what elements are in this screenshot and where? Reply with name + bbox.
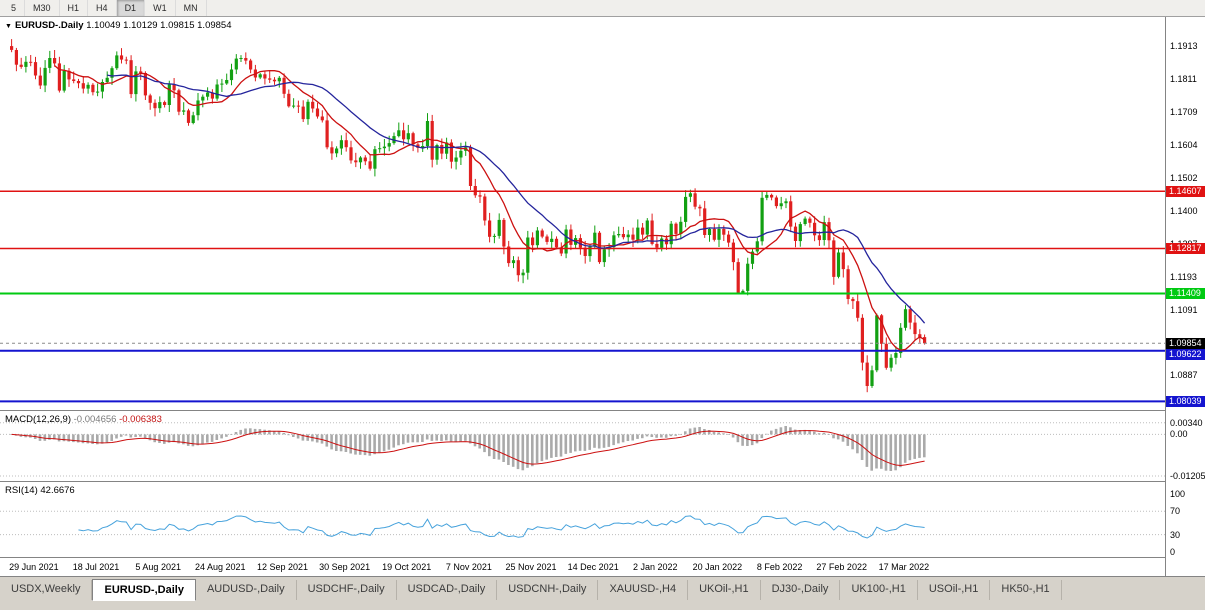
chart-tab-usdx-weekly[interactable]: USDX,Weekly [0,580,93,600]
macd-label: MACD(12,26,9) -0.004656 -0.006383 [5,414,162,425]
macd-signal-line [11,430,925,467]
price-tag-1.14607: 1.14607 [1166,185,1205,197]
axis-tick-label: 1.1709 [1170,106,1198,117]
candlestick-chart [0,39,1165,403]
rsi-chart [0,510,1165,539]
axis-tick-label: 1.1811 [1170,74,1197,85]
macd-histogram [10,426,926,471]
moving-averages [54,65,926,351]
date-tick-label: 17 Mar 2022 [878,562,930,572]
axis-tick-label: 0.00340 [1170,417,1203,428]
date-tick-label: 8 Feb 2022 [756,562,803,572]
timeframe-button-d1[interactable]: D1 [116,0,146,16]
axis-tick-label: 0.00 [1170,429,1188,440]
date-tick-label: 12 Sep 2021 [256,562,309,572]
axis-tick-label: 1.1400 [1170,205,1198,216]
axis-tick-label: 1.1502 [1170,173,1198,183]
chart-tab-eurusd-daily[interactable]: EURUSD-,Daily [92,579,196,601]
chart-tab-dj30-daily[interactable]: DJ30-,Daily [761,580,841,600]
chart-tab-audusd-daily[interactable]: AUDUSD-,Daily [196,580,297,600]
rsi-label: RSI(14) 42.6676 [5,485,75,496]
timeframe-button-h1[interactable]: H1 [60,0,89,16]
rsi-panel: RSI(14) 42.6676 [0,482,1165,558]
axis-tick-label: 100 [1170,488,1186,499]
macd-value-signal: -0.006383 [119,414,162,425]
date-axis: 29 Jun 2021 18 Jul 2021 5 Aug 2021 24 Aug 2… [0,558,1165,576]
main-chart-panel[interactable]: ▼ EURUSD-.Daily 1.10049 1.10129 1.09815 1… [0,17,1165,411]
date-tick-label: 18 Jul 2021 [72,562,120,572]
date-tick-label: 25 Nov 2021 [505,562,557,572]
axis-tick-label: 1.1913 [1170,41,1198,52]
chart-tabs-bar: USDX,Weekly EURUSD-,Daily AUDUSD-,Daily USD… [0,576,1205,610]
date-tick-label: 29 Jun 2021 [9,562,59,572]
chart-tab-usdcnh-daily[interactable]: USDCNH-,Daily [497,580,599,600]
chart-symbol-label: EURUSD-.Daily [14,20,84,31]
date-tick-label: 27 Feb 2022 [816,562,867,572]
axis-tick-label: 70 [1170,506,1181,517]
axis-tick-label: 1.1193 [1170,271,1197,282]
chart-tab-ukoil-h1[interactable]: UKOil-,H1 [688,580,761,600]
price-tag-1.09854: 1.09854 [1166,337,1205,349]
timeframe-button-mn[interactable]: MN [176,0,207,16]
axis-tick-label: 1.1091 [1170,304,1198,315]
date-tick-label: 30 Sep 2021 [319,562,371,572]
date-tick-label: 20 Jan 2022 [692,562,743,572]
chart-title: ▼ EURUSD-.Daily 1.10049 1.10129 1.09815 1… [5,20,231,31]
macd-panel: MACD(12,26,9) -0.004656 -0.006383 [0,411,1165,482]
horizontal-level-lines [0,190,1165,403]
price-tag-1.11409: 1.11409 [1166,288,1205,299]
macd-name: MACD(12,26,9) [5,414,71,425]
macd-value-main: -0.004656 [73,414,117,425]
timeframe-button-h4[interactable]: H4 [88,0,117,16]
date-tick-label: 2 Jan 2022 [633,562,678,572]
axis-tick-label: 0 [1170,547,1176,558]
timeframe-button-m30[interactable]: M30 [25,0,60,16]
date-tick-label: 19 Oct 2021 [382,562,432,572]
timeframe-button-5[interactable]: 5 [3,0,26,16]
chart-ohlc-label: 1.10049 1.10129 1.09815 1.09854 [86,20,232,31]
rsi-value: 42.6676 [40,485,75,496]
chart-tab-uk100-h1[interactable]: UK100-,H1 [840,580,918,600]
date-tick-label: 5 Aug 2021 [135,562,181,572]
chart-tab-hk50-h1[interactable]: HK50-,H1 [990,580,1062,600]
date-tick-label: 14 Dec 2021 [567,562,619,572]
timeframe-toolbar: 5 M30 H1 H4 D1 W1 MN [0,0,1205,17]
chart-tab-usoil-h1[interactable]: USOil-,H1 [918,580,991,600]
rsi-line [78,515,925,539]
candles [10,39,927,393]
axis-tick-label: 30 [1170,529,1181,540]
macd-chart [0,422,1165,477]
date-tick-label: 7 Nov 2021 [445,562,492,572]
chart-tab-usdchf-daily[interactable]: USDCHF-,Daily [297,580,397,600]
chart-tab-xauusd-h4[interactable]: XAUUSD-,H4 [598,580,689,600]
price-tag-1.12817: 1.12817 [1166,243,1205,254]
chart-menu-icon[interactable]: ▼ [5,23,12,30]
axis-tick-label: 1.1604 [1170,140,1198,151]
price-axis: 1.1913 1.1811 1.1709 1.1604 1.1502 1.1400 1.12… [1165,17,1205,576]
chart-tab-usdcad-daily[interactable]: USDCAD-,Daily [397,580,498,600]
timeframe-button-w1[interactable]: W1 [145,0,176,16]
axis-tick-label: -0.01205 [1170,471,1205,481]
axis-tick-label: 1.0887 [1170,369,1198,380]
rsi-name: RSI(14) [5,485,38,496]
date-tick-label: 24 Aug 2021 [195,562,246,572]
price-tag-1.08039: 1.08039 [1166,395,1205,407]
price-tag-1.09622: 1.09622 [1166,349,1205,361]
